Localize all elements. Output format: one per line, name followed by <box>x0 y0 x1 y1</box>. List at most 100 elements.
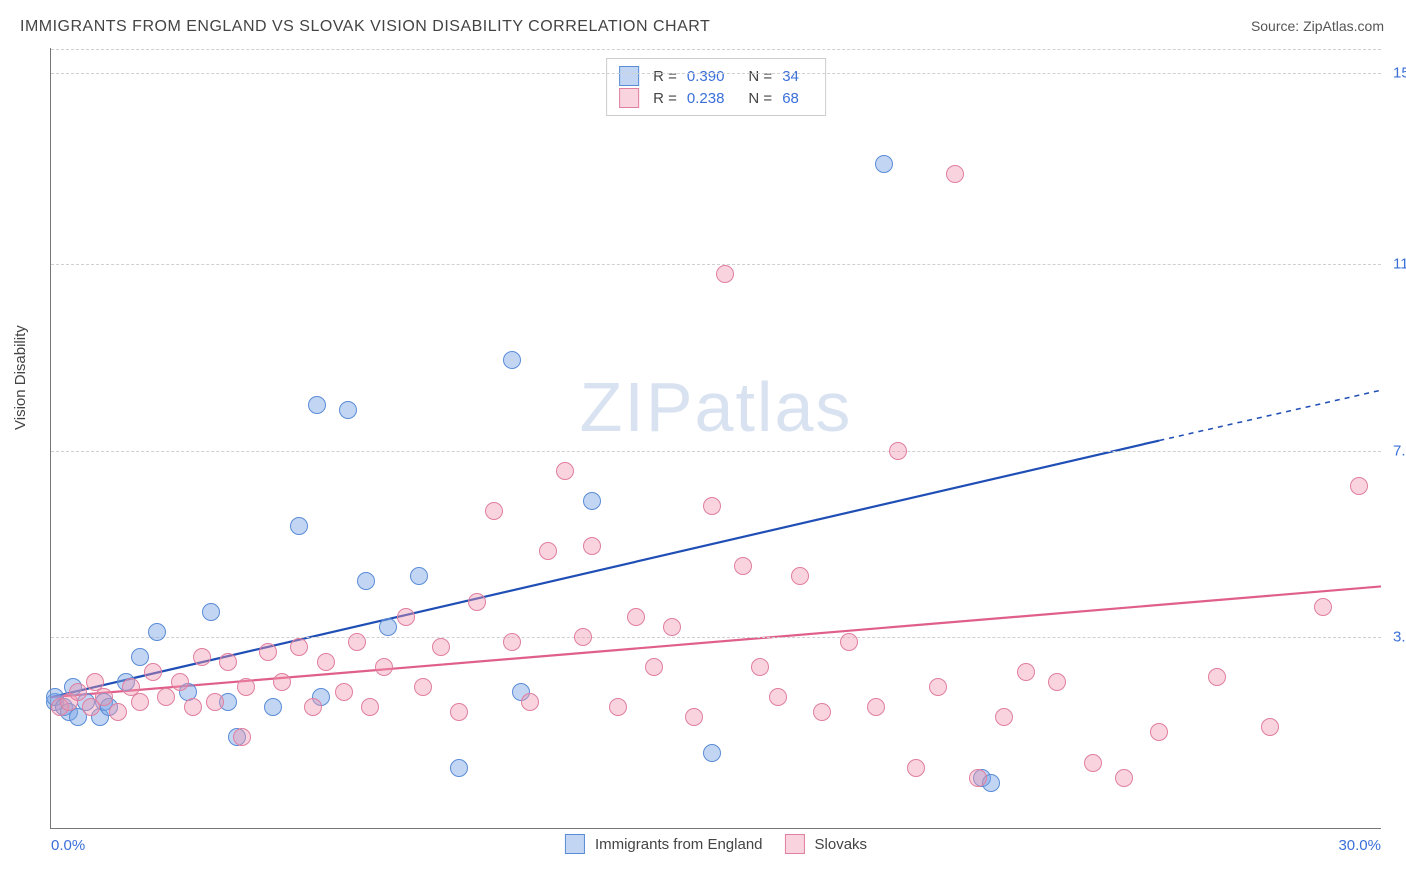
scatter-point-slovaks <box>703 497 721 515</box>
x-legend-label: Slovaks <box>815 836 868 853</box>
x-tick-label: 30.0% <box>1338 837 1381 854</box>
x-legend-label: Immigrants from England <box>595 836 763 853</box>
legend-swatch <box>785 834 805 854</box>
legend-stats-box: R = 0.390N = 34R = 0.238N = 68 <box>606 58 826 116</box>
scatter-point-england <box>379 618 397 636</box>
scatter-point-slovaks <box>995 708 1013 726</box>
legend-swatch <box>619 66 639 86</box>
source-link[interactable]: ZipAtlas.com <box>1303 18 1384 34</box>
scatter-point-slovaks <box>485 502 503 520</box>
scatter-point-slovaks <box>397 608 415 626</box>
scatter-point-slovaks <box>503 633 521 651</box>
y-axis-label: Vision Disability <box>12 325 29 430</box>
scatter-point-england <box>410 567 428 585</box>
scatter-point-slovaks <box>69 683 87 701</box>
scatter-point-slovaks <box>685 708 703 726</box>
scatter-point-slovaks <box>627 608 645 626</box>
scatter-point-slovaks <box>521 693 539 711</box>
scatter-point-england <box>339 401 357 419</box>
scatter-point-england <box>875 155 893 173</box>
gridline <box>51 637 1381 638</box>
watermark: ZIPatlas <box>580 367 853 447</box>
x-axis-legend: Immigrants from England Slovaks <box>565 834 867 854</box>
scatter-point-slovaks <box>109 703 127 721</box>
scatter-point-slovaks <box>317 653 335 671</box>
scatter-point-slovaks <box>432 638 450 656</box>
scatter-point-england <box>202 603 220 621</box>
scatter-point-slovaks <box>1350 477 1368 495</box>
gridline <box>51 73 1381 74</box>
scatter-point-england <box>264 698 282 716</box>
scatter-point-slovaks <box>867 698 885 716</box>
scatter-point-slovaks <box>583 537 601 555</box>
scatter-point-slovaks <box>574 628 592 646</box>
stat-r-value: 0.238 <box>687 90 725 107</box>
legend-stats-row: R = 0.238N = 68 <box>619 88 813 108</box>
scatter-point-slovaks <box>907 759 925 777</box>
stat-r-value: 0.390 <box>687 68 725 85</box>
scatter-point-slovaks <box>716 265 734 283</box>
scatter-plot: ZIPatlas R = 0.390N = 34R = 0.238N = 68 … <box>50 48 1381 829</box>
scatter-point-slovaks <box>734 557 752 575</box>
scatter-point-slovaks <box>769 688 787 706</box>
scatter-point-england <box>357 572 375 590</box>
scatter-point-slovaks <box>233 728 251 746</box>
scatter-point-slovaks <box>663 618 681 636</box>
legend-swatch <box>565 834 585 854</box>
stat-n-label: N = <box>748 90 772 107</box>
scatter-point-slovaks <box>751 658 769 676</box>
scatter-point-slovaks <box>1208 668 1226 686</box>
stat-n-label: N = <box>748 68 772 85</box>
scatter-point-england <box>583 492 601 510</box>
scatter-point-slovaks <box>1017 663 1035 681</box>
scatter-point-slovaks <box>1150 723 1168 741</box>
scatter-point-slovaks <box>95 688 113 706</box>
scatter-point-slovaks <box>375 658 393 676</box>
gridline <box>51 451 1381 452</box>
scatter-point-slovaks <box>184 698 202 716</box>
scatter-point-slovaks <box>1115 769 1133 787</box>
trendline-england <box>51 441 1159 698</box>
scatter-point-slovaks <box>144 663 162 681</box>
scatter-point-england <box>308 396 326 414</box>
x-legend-item-slovaks: Slovaks <box>785 834 868 854</box>
legend-swatch <box>619 88 639 108</box>
scatter-point-slovaks <box>348 633 366 651</box>
scatter-point-slovaks <box>414 678 432 696</box>
scatter-point-slovaks <box>259 643 277 661</box>
scatter-point-slovaks <box>609 698 627 716</box>
scatter-point-england <box>148 623 166 641</box>
scatter-point-slovaks <box>193 648 211 666</box>
scatter-point-slovaks <box>219 653 237 671</box>
scatter-point-slovaks <box>361 698 379 716</box>
trendline-extrap-england <box>1159 390 1381 440</box>
x-legend-item-england: Immigrants from England <box>565 834 763 854</box>
gridline <box>51 264 1381 265</box>
scatter-point-slovaks <box>539 542 557 560</box>
x-tick-label: 0.0% <box>51 837 85 854</box>
scatter-point-slovaks <box>1314 598 1332 616</box>
gridline <box>51 49 1381 50</box>
scatter-point-slovaks <box>840 633 858 651</box>
scatter-point-slovaks <box>206 693 224 711</box>
scatter-point-slovaks <box>237 678 255 696</box>
source-prefix: Source: <box>1251 18 1303 34</box>
scatter-point-slovaks <box>813 703 831 721</box>
scatter-point-slovaks <box>171 673 189 691</box>
scatter-point-slovaks <box>273 673 291 691</box>
scatter-point-slovaks <box>1048 673 1066 691</box>
stat-r-label: R = <box>653 68 677 85</box>
y-tick-label: 7.5% <box>1385 442 1406 459</box>
scatter-point-slovaks <box>335 683 353 701</box>
scatter-point-england <box>450 759 468 777</box>
trend-lines-layer <box>51 48 1381 828</box>
scatter-point-slovaks <box>791 567 809 585</box>
scatter-point-slovaks <box>304 698 322 716</box>
legend-stats-row: R = 0.390 N = 34 <box>619 66 813 86</box>
scatter-point-slovaks <box>556 462 574 480</box>
stat-n-value: 34 <box>782 68 799 85</box>
scatter-point-slovaks <box>450 703 468 721</box>
scatter-point-slovaks <box>290 638 308 656</box>
stat-r-label: R = <box>653 90 677 107</box>
y-tick-label: 11.2% <box>1385 256 1406 273</box>
